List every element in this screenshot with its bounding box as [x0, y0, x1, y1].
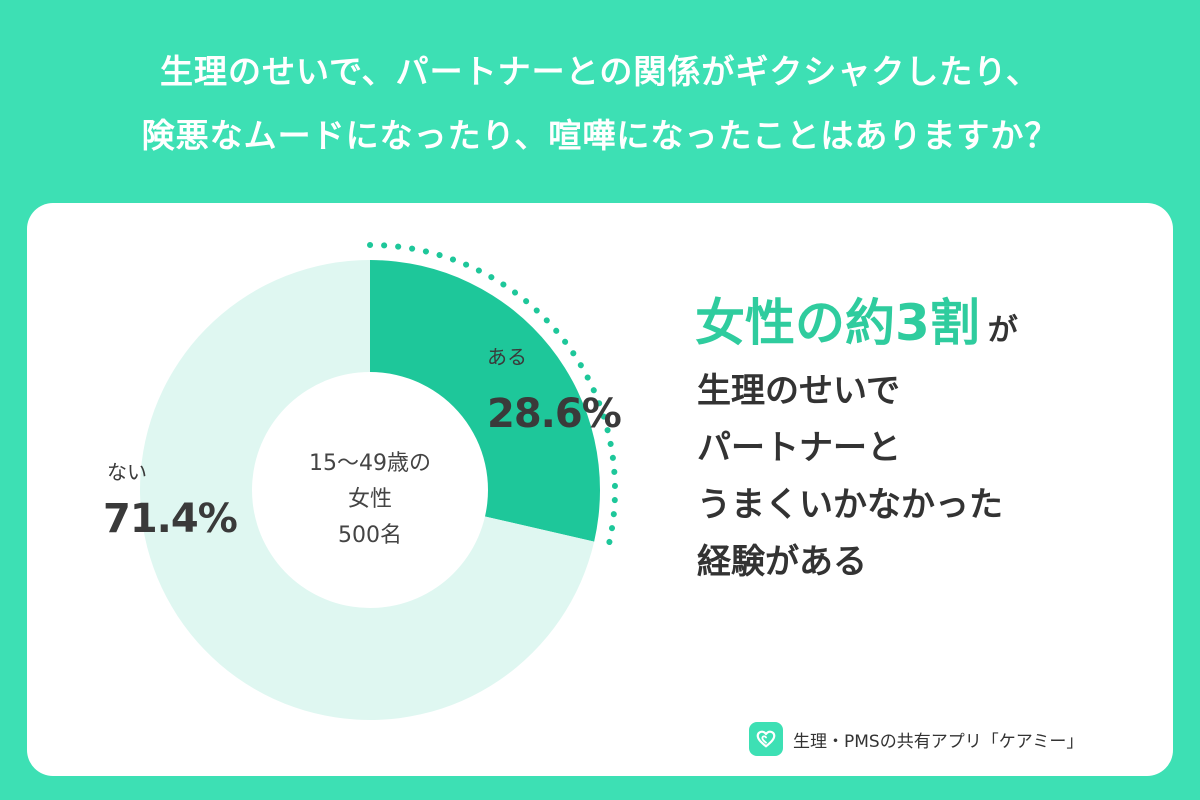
message-line-3: うまくいかなかった [697, 485, 1003, 525]
slice-label-aru: ある [487, 345, 527, 369]
donut-slice-1 [370, 260, 600, 542]
heart-app-icon [749, 722, 783, 756]
donut-slice-2 [139, 260, 595, 720]
message-line-2: パートナーと [697, 428, 901, 468]
slice-label-nai: ない [107, 460, 147, 484]
headline-suffix: が [987, 313, 1018, 348]
title-line-2: 険悪なムードになったり、喧嘩になったことはありますか？ [141, 116, 1059, 155]
message-line-4: 経験がある [697, 542, 867, 582]
donut-chart [139, 242, 618, 720]
footer: 生理・PMSの共有アプリ「ケアミー」 [749, 721, 1083, 757]
message-block: 生理のせいで パートナーと うまくいかなかった 経験がある [697, 363, 1003, 591]
center-line-1: 15〜49歳の [309, 451, 431, 476]
donut-center-text: 15〜49歳の 女性 500名 [290, 446, 450, 554]
center-line-3: 500名 [338, 523, 402, 548]
content-card: ある 28.6% ない 71.4% 15〜49歳の 女性 500名 女性の約3割… [27, 203, 1173, 776]
title-line-1: 生理のせいで、パートナーとの関係がギクシャクしたり、 [159, 52, 1041, 91]
center-line-2: 女性 [347, 487, 392, 512]
chart-title: 生理のせいで、パートナーとの関係がギクシャクしたり、 険悪なムードになったり、喧… [0, 40, 1200, 168]
headline: 女性の約3割が [695, 283, 1018, 355]
headline-highlight: 女性の約3割 [695, 294, 980, 352]
slice-value-aru: 28.6% [487, 391, 622, 437]
footer-text: 生理・PMSの共有アプリ「ケアミー」 [793, 731, 1084, 752]
message-line-1: 生理のせいで [697, 371, 900, 411]
slice-value-nai: 71.4% [103, 496, 238, 542]
